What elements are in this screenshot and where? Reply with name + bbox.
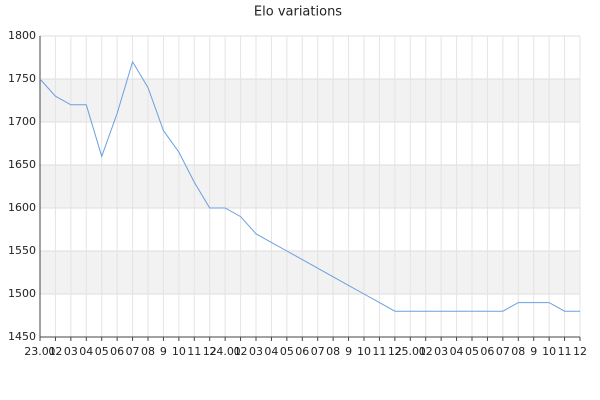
x-tick-label: 9 (160, 345, 167, 358)
x-tick-label: 04 (264, 345, 278, 358)
x-tick-label: 08 (326, 345, 340, 358)
grid-band (40, 251, 580, 294)
x-tick-label: 23.01 (24, 345, 56, 358)
x-tick-label: 04 (79, 345, 93, 358)
x-tick-label: 03 (64, 345, 78, 358)
x-tick-label: 05 (280, 345, 294, 358)
x-tick-label: 05 (465, 345, 479, 358)
x-tick-label: 07 (311, 345, 325, 358)
y-tick-label: 1500 (8, 287, 36, 300)
x-tick-label: 12 (388, 345, 402, 358)
x-tick-label: 06 (480, 345, 494, 358)
x-tick-label: 02 (419, 345, 433, 358)
x-tick-label: 06 (295, 345, 309, 358)
x-tick-label: 24.01 (209, 345, 241, 358)
grid-band (40, 79, 580, 122)
x-tick-label: 9 (530, 345, 537, 358)
chart-title: Elo variations (254, 5, 342, 20)
data-line (39, 60, 580, 312)
x-tick-label: 11 (187, 345, 201, 358)
x-tick-label: 06 (110, 345, 124, 358)
y-tick-label: 1450 (8, 330, 36, 343)
x-tick-label: 03 (249, 345, 263, 358)
x-tick-label: 02 (234, 345, 248, 358)
x-tick-label: 05 (95, 345, 109, 358)
y-tick-label: 1550 (8, 244, 36, 257)
grid-band (40, 165, 580, 208)
y-tick-label: 1700 (8, 115, 36, 128)
x-tick-label: 25.01 (395, 345, 427, 358)
x-tick-label: 08 (511, 345, 525, 358)
x-tick-label: 11 (372, 345, 386, 358)
y-tick-label: 1750 (8, 72, 36, 85)
x-tick-label: 07 (126, 345, 140, 358)
x-tick-label: 08 (141, 345, 155, 358)
x-tick-label: 11 (558, 345, 572, 358)
x-tick-label: 10 (357, 345, 371, 358)
x-tick-label: 04 (450, 345, 464, 358)
y-tick-label: 1650 (8, 158, 36, 171)
x-tick-label: 12 (573, 345, 587, 358)
x-tick-label: 02 (48, 345, 62, 358)
y-tick-label: 1800 (8, 29, 36, 42)
x-tick-label: 03 (434, 345, 448, 358)
x-tick-label: 12 (203, 345, 217, 358)
x-tick-label: 9 (345, 345, 352, 358)
x-tick-label: 07 (496, 345, 510, 358)
x-tick-label: 10 (542, 345, 556, 358)
y-tick-label: 1600 (8, 201, 36, 214)
x-tick-label: 10 (172, 345, 186, 358)
